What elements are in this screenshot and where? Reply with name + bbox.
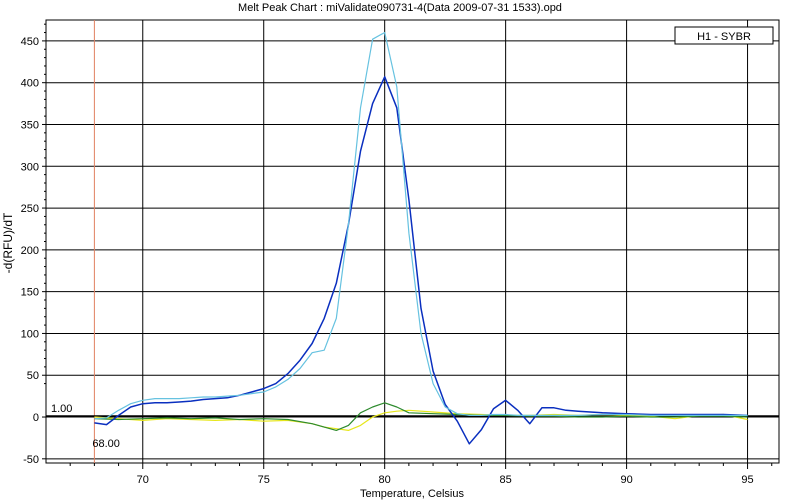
x-tick-label: 75 <box>258 474 270 486</box>
series-line-2 <box>94 76 748 445</box>
y-tick-label: 400 <box>21 78 39 90</box>
marker-line-label: 68.00 <box>92 438 120 450</box>
y-tick-label: 0 <box>33 412 39 424</box>
chart-title: Melt Peak Chart : miValidate090731-4(Dat… <box>238 2 562 14</box>
threshold-label: 1.00 <box>51 403 72 415</box>
x-tick-label: 95 <box>741 474 753 486</box>
y-tick-label: 300 <box>21 161 39 173</box>
y-tick-label: 200 <box>21 245 39 257</box>
series-group <box>94 31 748 445</box>
x-tick-label: 80 <box>379 474 391 486</box>
y-tick-label: 350 <box>21 119 39 131</box>
y-tick-label: 100 <box>21 328 39 340</box>
y-tick-label: 150 <box>21 287 39 299</box>
legend-box <box>674 26 774 45</box>
x-tick-label: 70 <box>137 474 149 486</box>
y-tick-label: 450 <box>21 36 39 48</box>
series-line-1 <box>94 31 748 420</box>
legend: H1 - SYBR <box>674 26 774 45</box>
x-axis-label: Temperature, Celsius <box>360 488 464 500</box>
y-axis-label: -d(RFU)/dT <box>1 212 15 273</box>
y-axis: -50 0 50 100 150 200 250 300 350 400 450 <box>21 23 46 466</box>
series-line-3 <box>94 402 748 431</box>
y-tick-label: 250 <box>21 203 39 215</box>
grid <box>46 20 779 463</box>
legend-label: H1 - SYBR <box>697 31 751 43</box>
x-axis: 70 75 80 85 90 95 <box>69 463 773 486</box>
x-tick-label: 90 <box>620 474 632 486</box>
series-line-4 <box>94 409 748 431</box>
x-tick-label: 85 <box>500 474 512 486</box>
y-tick-label: -50 <box>23 454 39 466</box>
y-tick-label: 50 <box>27 370 39 382</box>
